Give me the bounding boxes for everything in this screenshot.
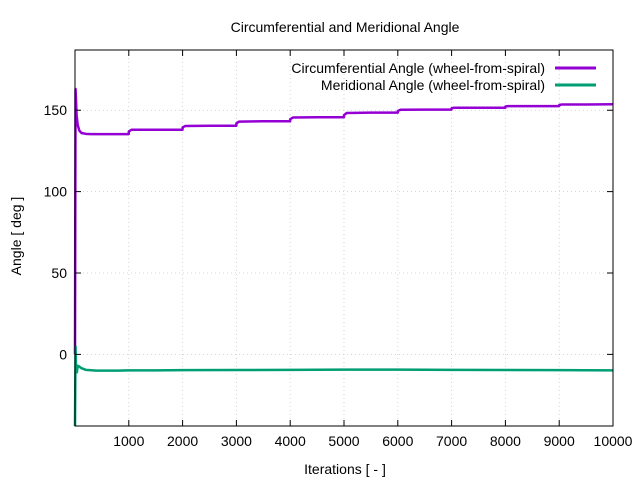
series-layer — [73, 87, 614, 427]
legend-label-1: Circumferential Angle (wheel-from-spiral… — [291, 60, 545, 76]
x-tick-label: 9000 — [544, 433, 575, 449]
y-axis-label: Angle [ deg ] — [8, 197, 24, 276]
x-tick-label: 6000 — [382, 433, 413, 449]
x-tick-label: 10000 — [594, 433, 633, 449]
series-line-2 — [73, 344, 614, 427]
x-tick-label: 3000 — [221, 433, 252, 449]
y-tick-label: 50 — [51, 265, 67, 281]
x-axis-label: Iterations [ - ] — [304, 461, 386, 477]
ticks — [75, 50, 614, 426]
x-tick-label: 8000 — [490, 433, 521, 449]
grid — [75, 50, 613, 426]
series-line-1 — [73, 87, 614, 355]
x-tick-label: 2000 — [167, 433, 198, 449]
x-tick-label: 1000 — [113, 433, 144, 449]
tick-labels: 1000 2000 3000 4000 5000 6000 7000 8000 9000 1000… — [44, 102, 633, 449]
chart-title: Circumferential and Meridional Angle — [231, 19, 460, 35]
legend-label-2: Meridional Angle (wheel-from-spiral) — [321, 77, 545, 93]
x-tick-label: 4000 — [275, 433, 306, 449]
x-tick-label: 5000 — [328, 433, 359, 449]
y-tick-label: 0 — [59, 346, 67, 362]
legend: Circumferential Angle (wheel-from-spiral… — [291, 60, 596, 93]
y-tick-label: 100 — [44, 184, 68, 200]
y-tick-label: 150 — [44, 102, 68, 118]
x-tick-label: 7000 — [436, 433, 467, 449]
